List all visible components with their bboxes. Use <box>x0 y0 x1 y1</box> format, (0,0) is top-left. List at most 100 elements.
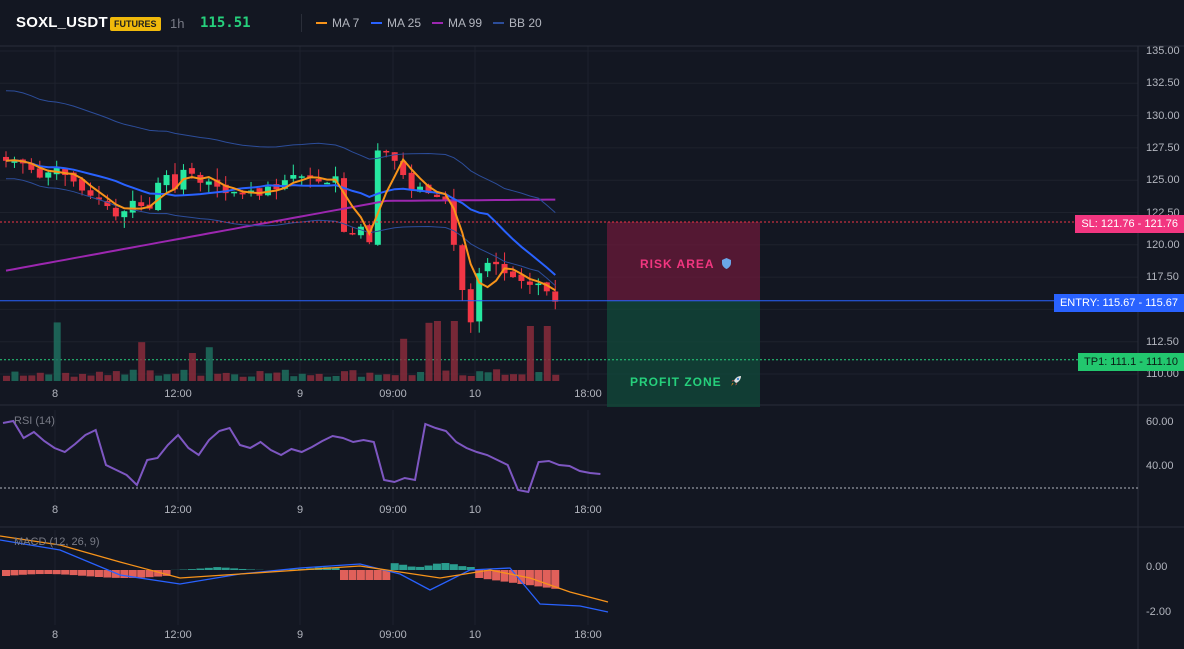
symbol-name[interactable]: SOXL_USDT <box>16 14 108 31</box>
macd-histogram-bar <box>475 570 484 578</box>
volume-bar <box>450 321 458 381</box>
candle-body <box>476 273 483 322</box>
legend-ma25[interactable]: MA 25 <box>371 16 421 30</box>
volume-bar <box>349 370 357 381</box>
time-tick-label: 9 <box>296 629 304 641</box>
candle-body <box>53 167 60 175</box>
volume-bar <box>138 342 146 381</box>
time-tick-label: 9 <box>296 388 304 400</box>
legend-ma99-label: MA 99 <box>448 16 483 30</box>
volume-bar <box>298 373 306 381</box>
rocket-icon <box>730 375 742 390</box>
time-tick-label: 18:00 <box>574 388 602 400</box>
macd-histogram-bar <box>382 570 391 580</box>
macd-histogram-bar <box>247 569 256 570</box>
risk-area-text: RISK AREA <box>640 257 715 271</box>
ma7-line <box>5 157 556 292</box>
legend-ma7-label: MA 7 <box>332 16 360 30</box>
volume-bar <box>307 375 315 381</box>
price-tick-label: 110.00 <box>1146 368 1179 380</box>
candle-body <box>281 180 288 189</box>
volume-bar <box>510 374 517 381</box>
volume-bar <box>256 371 264 381</box>
volume-bar <box>543 326 551 381</box>
candle-body <box>290 175 297 179</box>
sl-label-text: SL: 121.76 <box>1081 218 1135 230</box>
price-tick-label: 125.00 <box>1146 174 1180 187</box>
volume-bar <box>104 375 112 381</box>
last-price: 115.51 <box>200 15 251 31</box>
volume-bar <box>11 371 19 381</box>
macd-histogram-bar <box>94 570 103 578</box>
time-tick-label: 09:00 <box>379 504 407 516</box>
volume-bar <box>197 375 205 381</box>
rsi-title[interactable]: RSI (14) <box>14 415 55 427</box>
timeframe-label[interactable]: 1h <box>170 16 185 31</box>
macd-tick-0: 0.00 <box>1146 561 1168 573</box>
candle-body <box>467 289 474 323</box>
legend-ma99[interactable]: MA 99 <box>432 16 482 30</box>
candle-body <box>87 190 94 196</box>
candle-body <box>391 152 398 161</box>
volume-bar <box>53 322 61 381</box>
macd-histogram-bar <box>492 570 501 581</box>
entry-value: 115.67 <box>1145 297 1178 309</box>
candle-body <box>400 161 407 176</box>
volume-bar <box>121 374 129 381</box>
macd-histogram-bar <box>365 570 374 580</box>
macd-histogram-bar <box>373 570 382 580</box>
volume-bar <box>163 374 171 381</box>
volume-bar <box>501 374 509 381</box>
candle-body <box>256 188 263 196</box>
legend-ma7[interactable]: MA 7 <box>316 16 359 30</box>
candle-body <box>459 245 466 291</box>
candle-body <box>298 176 305 178</box>
candle-body <box>543 282 550 292</box>
legend-bb20[interactable]: BB 20 <box>493 16 542 30</box>
macd-histogram-bar <box>10 570 19 576</box>
sl-value: 121.76 <box>1144 218 1178 230</box>
candle-body <box>374 150 381 245</box>
candle-body <box>433 194 440 197</box>
candle-body <box>315 179 322 182</box>
candle-body <box>510 271 516 278</box>
candle-body <box>518 274 525 281</box>
futures-badge: FUTURES <box>110 17 161 31</box>
macd-title[interactable]: MACD (12, 26, 9) <box>14 536 100 548</box>
time-tick-label: 12:00 <box>164 629 192 641</box>
volume-bar <box>205 347 213 381</box>
candle-body <box>163 175 170 186</box>
volume-bar <box>324 376 332 381</box>
macd-histogram-bar <box>466 566 475 570</box>
volume-bar <box>45 374 53 381</box>
price-tick-label: 112.50 <box>1146 335 1179 348</box>
macd-histogram-bar <box>86 570 95 577</box>
volume-bar <box>87 375 95 381</box>
volume-bar <box>214 373 222 381</box>
candle-body <box>222 184 229 194</box>
volume-bar <box>112 371 120 381</box>
candle-body <box>442 196 449 200</box>
candle-body <box>417 186 424 192</box>
macd-histogram-bar <box>348 570 357 580</box>
candle-body <box>552 291 559 302</box>
time-tick-label: 8 <box>51 629 59 641</box>
macd-histogram-bar <box>35 570 44 575</box>
volume-bar <box>155 375 163 381</box>
macd-histogram-bar <box>509 570 517 583</box>
macd-signal-line <box>0 535 609 603</box>
macd-tick-neg2: -2.00 <box>1146 606 1172 618</box>
macd-histogram-bar <box>441 563 450 570</box>
volume-bar <box>172 373 179 381</box>
rsi-tick-40: 40.00 <box>1146 460 1174 472</box>
volume-bar <box>70 376 78 381</box>
candle-body <box>62 168 69 176</box>
tp1-label-text: TP1: 111.1 <box>1084 356 1137 368</box>
price-tick-label: 135.00 <box>1146 45 1180 57</box>
candle-body <box>129 200 136 213</box>
legend-ma25-label: MA 25 <box>387 16 422 30</box>
candle-body <box>239 192 246 195</box>
volume-bar <box>19 375 27 381</box>
volume-bar <box>315 373 323 381</box>
